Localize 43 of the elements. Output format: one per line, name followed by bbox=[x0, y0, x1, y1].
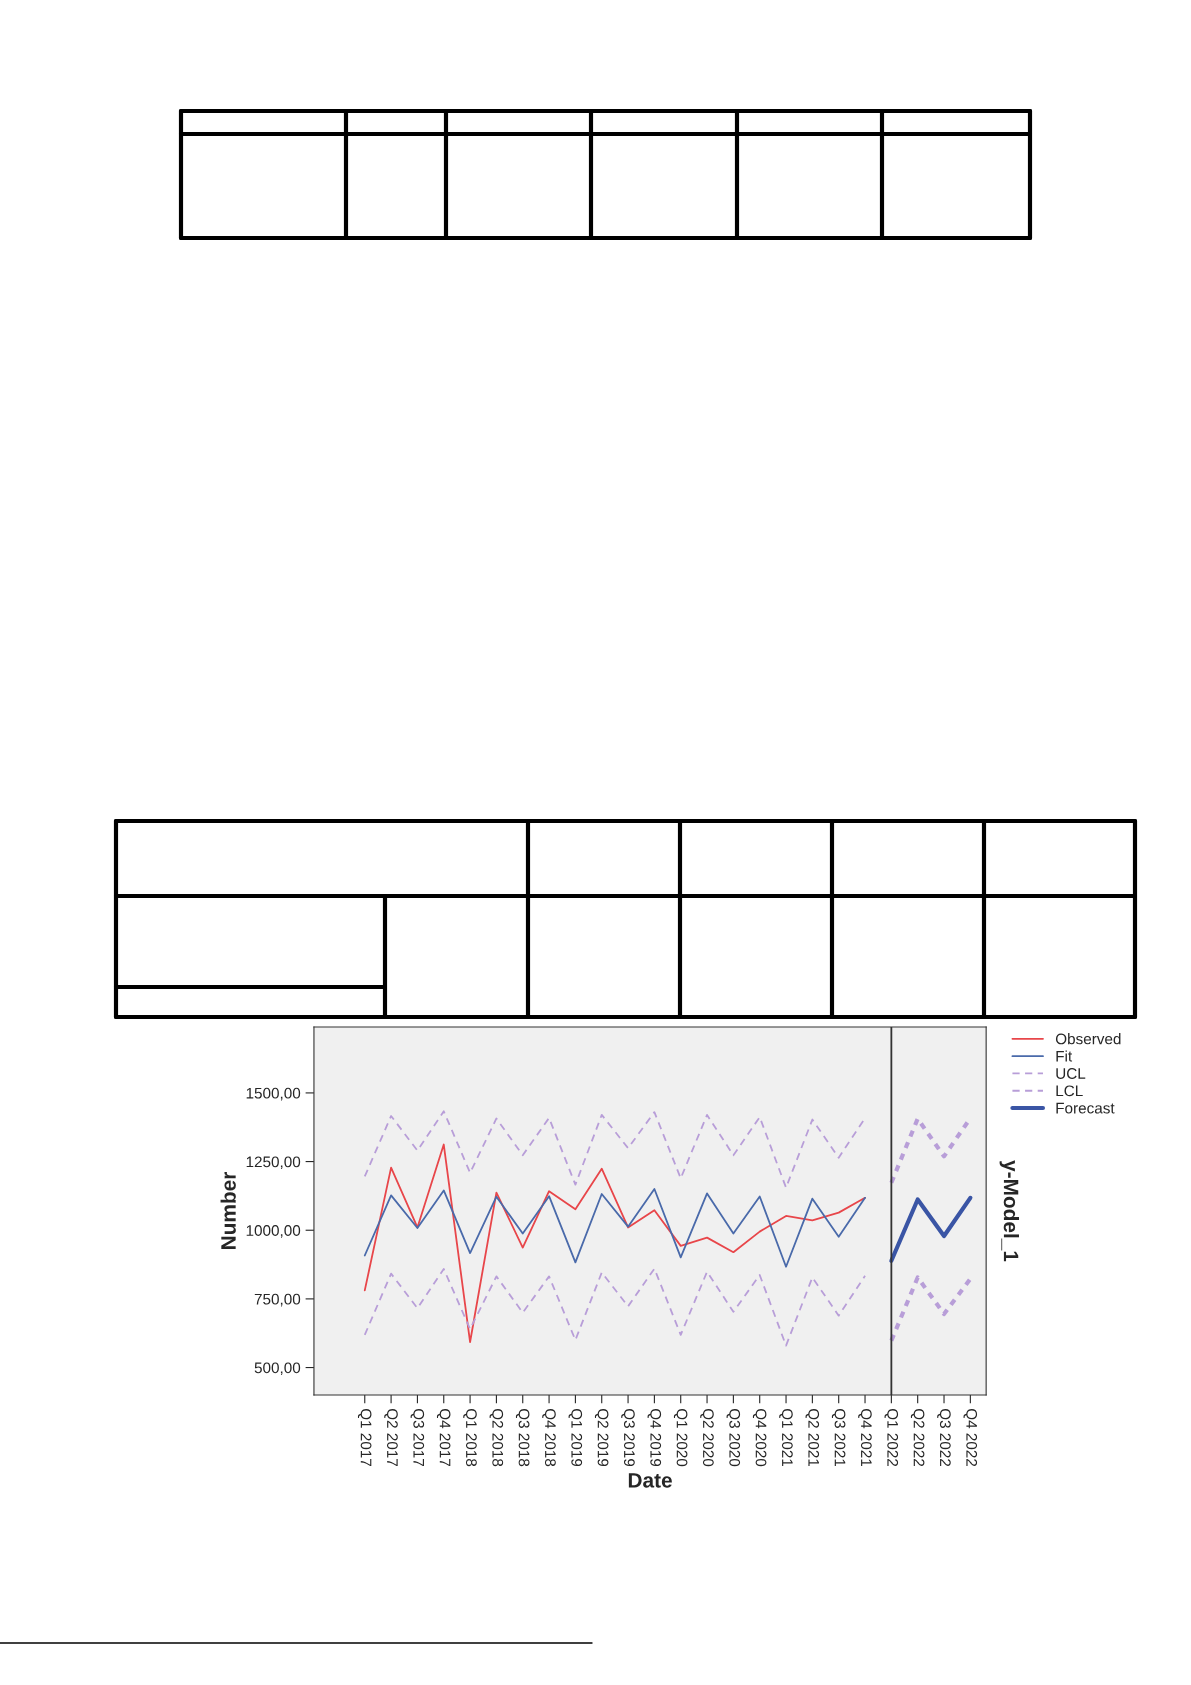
line-series bbox=[889, 1275, 973, 1343]
legend-label: UCL bbox=[1056, 1068, 1086, 1079]
x-tick-label: Q2 2018 bbox=[489, 1408, 504, 1467]
x-tick-label: Q4 2022 bbox=[963, 1408, 978, 1467]
x-tick-label: Q4 2019 bbox=[647, 1408, 662, 1467]
y-tick-label: 1500,00 bbox=[246, 1087, 301, 1101]
x-tick-label: Q3 2020 bbox=[726, 1408, 741, 1467]
line-series bbox=[363, 1267, 866, 1347]
y-tick-label: 1000,00 bbox=[246, 1225, 301, 1238]
x-tick-label: Q2 2022 bbox=[910, 1408, 925, 1467]
x-tick-label: Q1 2017 bbox=[357, 1408, 372, 1467]
x-axis-title: Date bbox=[628, 1473, 672, 1488]
x-tick-label: Q1 2018 bbox=[463, 1408, 477, 1467]
line-series bbox=[363, 1110, 866, 1189]
line-series bbox=[363, 1188, 866, 1268]
line-series bbox=[889, 1195, 973, 1263]
y-tick-label: 500,00 bbox=[254, 1362, 301, 1376]
x-tick-label: Q4 2021 bbox=[858, 1408, 872, 1467]
x-tick-label: Q4 2020 bbox=[752, 1408, 767, 1467]
x-tick-label: Q1 2022 bbox=[884, 1408, 899, 1467]
y-tick-label: 750,00 bbox=[254, 1293, 301, 1307]
legend-label: Forecast bbox=[1056, 1102, 1115, 1114]
y-tick-label: 1250,00 bbox=[246, 1156, 301, 1170]
y2-axis-title: y-Model_1 bbox=[999, 1160, 1020, 1262]
x-tick-label: Q1 2019 bbox=[568, 1408, 583, 1467]
x-tick-label: Q2 2020 bbox=[700, 1408, 714, 1467]
line-series bbox=[363, 1143, 866, 1343]
x-tick-label: Q2 2017 bbox=[384, 1408, 398, 1467]
x-tick-label: Q3 2017 bbox=[410, 1408, 425, 1467]
x-tick-label: Q1 2021 bbox=[779, 1408, 793, 1467]
x-tick-label: Q2 2021 bbox=[805, 1408, 820, 1467]
x-tick-label: Q4 2017 bbox=[436, 1408, 451, 1467]
x-tick-label: Q3 2018 bbox=[515, 1408, 530, 1467]
legend-label: Observed bbox=[1055, 1033, 1121, 1045]
legend-label: Fit bbox=[1056, 1050, 1073, 1062]
x-tick-label: Q2 2019 bbox=[594, 1408, 609, 1467]
x-tick-label: Q1 2020 bbox=[673, 1408, 688, 1467]
legend-label: LCL bbox=[1056, 1085, 1083, 1097]
y-axis-title: Number bbox=[220, 1171, 236, 1249]
x-tick-label: Q4 2018 bbox=[542, 1408, 556, 1467]
x-tick-label: Q3 2022 bbox=[937, 1408, 951, 1467]
x-tick-label: Q3 2021 bbox=[831, 1408, 846, 1467]
x-tick-label: Q3 2019 bbox=[621, 1408, 635, 1467]
